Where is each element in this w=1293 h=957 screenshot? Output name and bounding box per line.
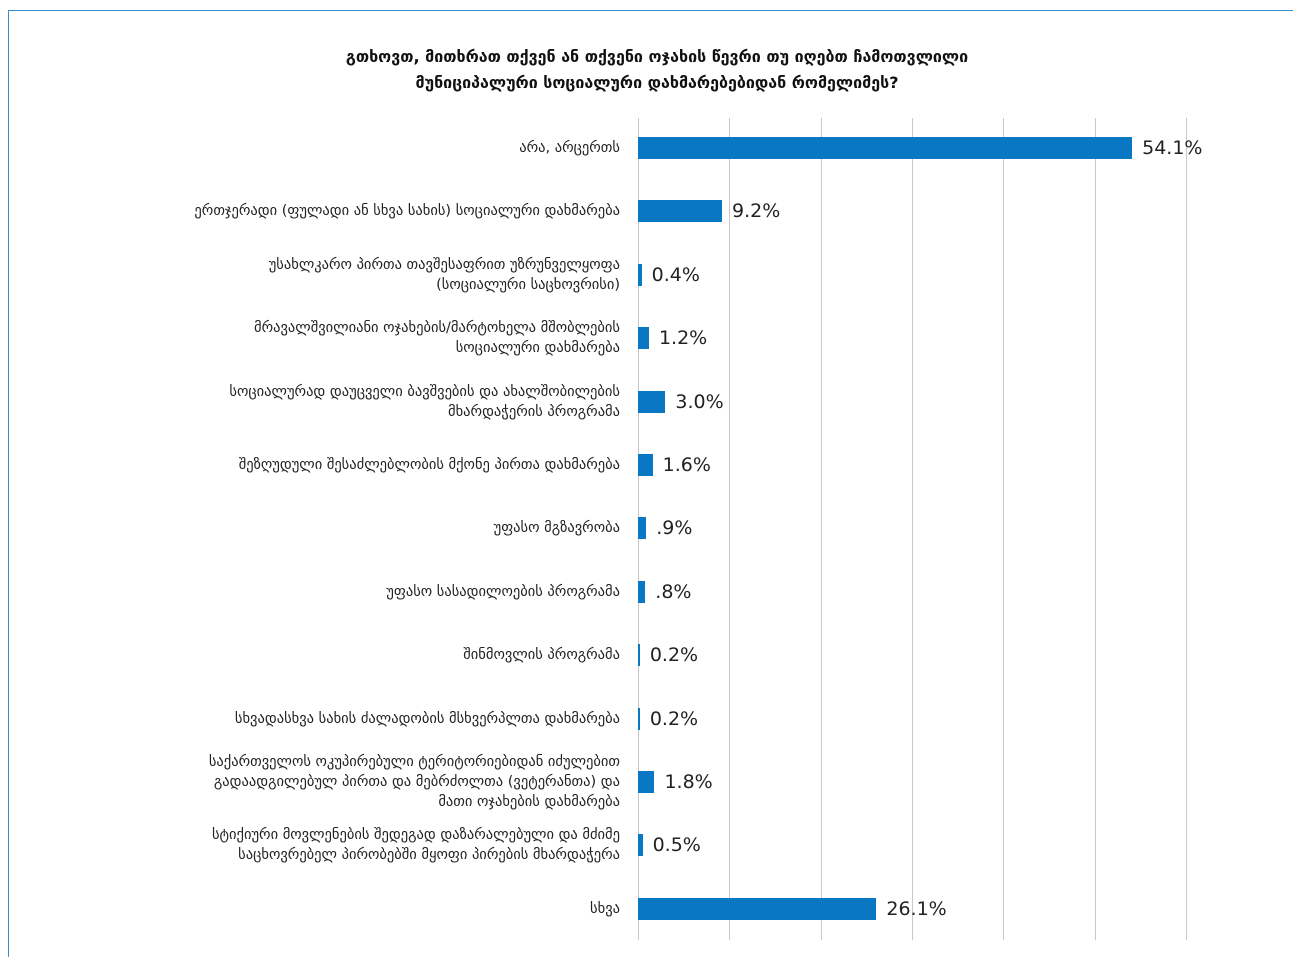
grid-line (1186, 118, 1187, 940)
value-label: 1.6% (662, 454, 711, 476)
category-label: ერთჯერადი (ფულადი ან სხვა სახის) სოციალუ… (194, 203, 620, 220)
category-label: სხვადასხვა სახის ძალადობის მსხვერპლთა და… (234, 710, 620, 727)
category-label: უფასო სასადილოების პროგრამა (386, 583, 620, 600)
category-label: სოციალურად დაუცველი ბავშვების და ახალშობ… (229, 383, 620, 420)
bar (638, 580, 646, 603)
grid-line (820, 118, 822, 940)
chart-title: გთხოვთ, მითხრათ თქვენ ან თქვენი ოჯახის წ… (345, 47, 969, 92)
value-label: 26.1% (886, 897, 947, 920)
category-label: სტიქიური მოვლენების შედეგად დაზარალებული… (211, 827, 620, 864)
bar (638, 200, 723, 223)
bar (638, 771, 655, 793)
value-label: .9% (656, 517, 693, 540)
value-label: 0.2% (649, 707, 699, 730)
grid-line (729, 118, 731, 940)
category-label: შინმოვლის პროგრამა (463, 647, 620, 664)
bar (638, 707, 640, 730)
value-label: 3.0% (675, 390, 724, 413)
category-label: უფასო მგზავრობა (493, 520, 620, 537)
category-label: სხვა (590, 900, 620, 917)
bar (638, 897, 877, 920)
category-label: მრავალშვილიანი ოჯახების/მარტოხელა მშობლე… (254, 320, 620, 357)
value-label: 0.4% (651, 263, 700, 286)
value-label: 1.2% (658, 327, 708, 350)
value-label: 0.5% (652, 834, 701, 857)
category-label: არა, არცერთს (519, 140, 620, 156)
bar (638, 834, 643, 857)
category-label: საქართველოს ოკუპირებული ტერიტორიებიდან ი… (208, 754, 620, 810)
bar (638, 263, 642, 286)
grid-line (1094, 118, 1096, 940)
category-label: უსახლკარო პირთა თავშესაფრით უზრუნველყოფა… (268, 256, 620, 293)
value-label: 1.8% (664, 771, 713, 793)
bar (638, 517, 647, 540)
bar (638, 454, 653, 476)
grid-line (912, 118, 913, 940)
bar (638, 327, 649, 350)
bar (638, 137, 1133, 159)
bar (638, 390, 666, 413)
frame (8, 10, 1293, 957)
value-label: .8% (655, 580, 692, 603)
category-label: შეზღუდული შესაძლებლობის მქონე პირთა დახმ… (238, 457, 620, 473)
bar (638, 644, 640, 667)
grid-line (1003, 118, 1005, 940)
value-label: 0.2% (649, 644, 699, 667)
value-label: 54.1% (1142, 137, 1203, 159)
value-label: 9.2% (732, 200, 781, 223)
